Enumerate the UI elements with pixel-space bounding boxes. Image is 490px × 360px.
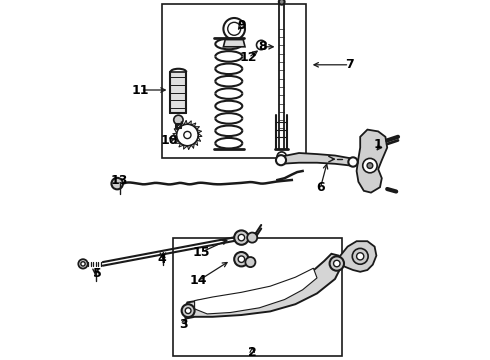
Polygon shape bbox=[171, 72, 186, 113]
Circle shape bbox=[185, 308, 191, 314]
Circle shape bbox=[78, 259, 88, 269]
Polygon shape bbox=[223, 40, 245, 47]
Text: 12: 12 bbox=[240, 51, 257, 64]
Circle shape bbox=[234, 252, 248, 266]
Circle shape bbox=[247, 233, 257, 243]
Circle shape bbox=[245, 257, 255, 267]
Text: 9: 9 bbox=[237, 19, 245, 32]
Text: 14: 14 bbox=[190, 274, 207, 287]
Polygon shape bbox=[357, 130, 387, 193]
Text: 6: 6 bbox=[316, 181, 325, 194]
Circle shape bbox=[330, 256, 344, 271]
Circle shape bbox=[367, 163, 373, 168]
Polygon shape bbox=[195, 268, 317, 314]
Bar bbox=[173, 238, 342, 356]
Bar bbox=[162, 4, 306, 158]
Circle shape bbox=[81, 262, 85, 266]
Text: 3: 3 bbox=[179, 318, 188, 330]
Circle shape bbox=[363, 158, 377, 173]
Text: 15: 15 bbox=[193, 246, 211, 258]
Text: 2: 2 bbox=[248, 346, 257, 359]
Circle shape bbox=[348, 157, 358, 167]
Circle shape bbox=[276, 155, 286, 165]
Circle shape bbox=[238, 256, 245, 262]
Text: 8: 8 bbox=[259, 40, 268, 53]
Polygon shape bbox=[184, 254, 342, 319]
Text: 4: 4 bbox=[158, 253, 167, 266]
Text: 13: 13 bbox=[110, 174, 128, 186]
Circle shape bbox=[352, 248, 368, 264]
Polygon shape bbox=[281, 153, 351, 166]
Circle shape bbox=[238, 234, 245, 241]
Circle shape bbox=[334, 260, 340, 267]
Circle shape bbox=[257, 40, 266, 50]
Text: 7: 7 bbox=[345, 58, 354, 71]
Circle shape bbox=[357, 253, 364, 260]
Circle shape bbox=[111, 178, 123, 189]
Circle shape bbox=[182, 304, 195, 317]
Circle shape bbox=[174, 115, 183, 125]
Text: 5: 5 bbox=[93, 267, 102, 280]
Circle shape bbox=[279, 0, 285, 5]
Text: 10: 10 bbox=[161, 134, 178, 147]
Polygon shape bbox=[335, 241, 376, 272]
Circle shape bbox=[234, 230, 248, 245]
Text: 11: 11 bbox=[132, 84, 149, 96]
Text: 1: 1 bbox=[374, 138, 383, 150]
